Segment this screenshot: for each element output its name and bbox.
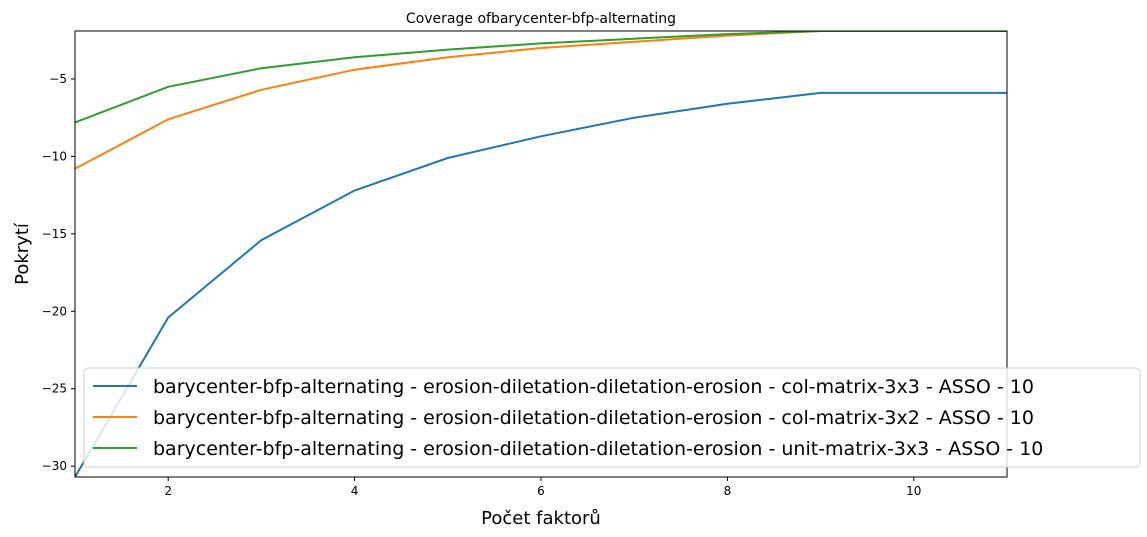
- y-tick-label: −5: [49, 72, 67, 86]
- x-tick-label: 6: [537, 484, 545, 498]
- legend-entry-1: barycenter-bfp-alternating - erosion-dil…: [153, 376, 1034, 398]
- x-tick-label: 2: [164, 484, 172, 498]
- legend-entry-2: barycenter-bfp-alternating - erosion-dil…: [153, 407, 1034, 429]
- legend-box: [83, 367, 1141, 468]
- series-line-2: [75, 31, 1007, 170]
- y-axis-label: Pokrytí: [12, 222, 33, 285]
- y-tick-label: −30: [42, 459, 67, 473]
- y-tick-label: −15: [42, 227, 67, 241]
- legend: barycenter-bfp-alternating - erosion-dil…: [83, 367, 1141, 468]
- series-layer: [75, 31, 1007, 477]
- y-tick-label: −10: [42, 149, 67, 163]
- series-line-1: [75, 91, 1007, 477]
- series-line-3: [75, 31, 1007, 124]
- x-axis: 2 4 6 8 10: [164, 477, 921, 498]
- y-tick-label: −25: [42, 382, 67, 396]
- y-axis: −30 −25 −20 −15 −10 −5: [42, 72, 75, 473]
- x-tick-label: 8: [724, 484, 732, 498]
- x-tick-label: 10: [906, 484, 921, 498]
- chart-title: Coverage ofbarycenter-bfp-alternating: [406, 11, 676, 27]
- y-tick-label: −20: [42, 304, 67, 318]
- x-tick-label: 4: [351, 484, 359, 498]
- legend-entry-3: barycenter-bfp-alternating - erosion-dil…: [153, 438, 1043, 460]
- x-axis-label: Počet faktorů: [481, 508, 601, 529]
